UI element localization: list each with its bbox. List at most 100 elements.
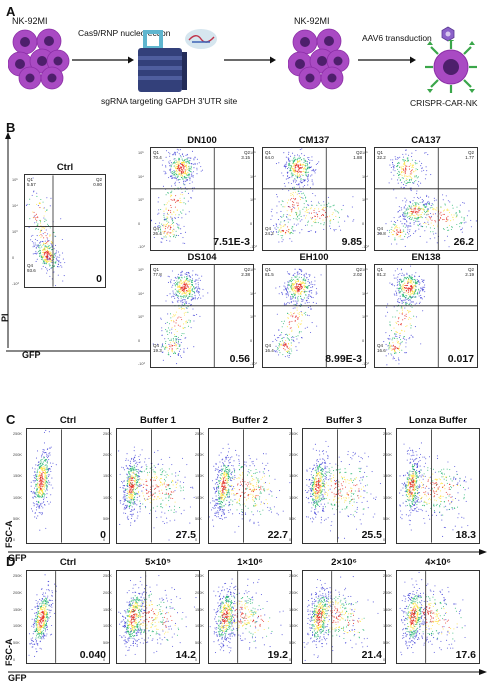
y-tick-label: 10⁴ — [12, 204, 18, 208]
y-tick-label: 50K — [103, 516, 110, 521]
plot-title: 5×10⁵ — [145, 557, 171, 568]
y-tick-label: 10⁴ — [362, 174, 368, 179]
gfp-positive-value: 0 — [100, 529, 106, 541]
flow-plot: 19.2 — [208, 570, 292, 664]
flow-plot: Q1 64.0 Q2 1.88 Q4 24.2 9.85 — [262, 147, 366, 251]
event-dots — [30, 429, 57, 531]
gfp-positive-value: 0 — [96, 273, 102, 285]
quadrant-q1-label: Q1 77.8 — [153, 267, 162, 277]
arrow-right-icon — [358, 56, 416, 64]
gfp-positive-value: 27.5 — [175, 529, 196, 541]
y-tick-label: 50K — [383, 516, 390, 521]
gfp-positive-value: 0.56 — [229, 353, 250, 365]
y-tick-label: 250K — [383, 432, 392, 436]
gfp-axis-label-c: GFP — [8, 553, 27, 563]
y-tick-label: 0 — [250, 221, 253, 226]
event-dots — [118, 446, 195, 541]
scatter-svg — [118, 429, 195, 543]
quadrant-q1-label: Q1 70.4 — [153, 150, 162, 160]
plot-title: EN138 — [411, 252, 441, 263]
scatter-svg — [305, 429, 381, 543]
event-dots — [25, 177, 66, 287]
y-tick-label: 10³ — [362, 315, 368, 319]
plot-title: EH100 — [299, 252, 329, 263]
plot-title: Buffer 2 — [232, 415, 268, 426]
y-tick-label: -10³ — [138, 245, 145, 249]
quadrant-q4-label: Q4 24.2 — [265, 225, 274, 236]
y-tick-label: 250K — [13, 574, 22, 578]
gfp-positive-value: 0.017 — [447, 353, 474, 365]
y-tick-label: 100K — [289, 624, 298, 629]
y-tick-label: 250K — [195, 574, 204, 578]
event-dots — [270, 148, 355, 243]
y-tick-label: 250K — [13, 432, 22, 436]
y-tick-label: 100K — [195, 624, 204, 629]
y-tick-label: 50K — [289, 641, 296, 646]
quadrant-q1-label: Q1 64.0 — [265, 150, 274, 160]
y-tick-label: 10⁴ — [362, 291, 368, 296]
scatter-svg — [209, 429, 291, 543]
y-axis-arrow — [5, 132, 11, 348]
quadrant-q1-label: Q1 32.2 — [377, 150, 386, 160]
y-tick-label: 200K — [383, 590, 392, 595]
y-tick-label: 10⁴ — [138, 174, 144, 179]
nk92mi-label-right: NK-92MI — [294, 16, 330, 26]
y-tick-label: 10⁴ — [138, 291, 144, 296]
y-tick-label: 10³ — [362, 198, 368, 202]
y-tick-label: 200K — [289, 590, 298, 595]
scatter-svg — [399, 429, 472, 543]
y-tick-label: 200K — [13, 453, 22, 458]
flow-plot: Q1 5.57 Q2 0.80 Q4 93.6 0 — [24, 174, 106, 288]
y-tick-label: 10⁵ — [138, 268, 144, 272]
scatter-svg — [375, 148, 477, 250]
quadrant-q1-label: Q1 81.2 — [377, 267, 386, 277]
flow-plot: Q1 70.4 Q2 3.15 Q4 26.4 7.51E-3 — [150, 147, 254, 251]
gfp-positive-value: 7.51E-3 — [213, 236, 250, 248]
y-tick-label: 100K — [383, 624, 392, 629]
event-dots — [305, 440, 381, 539]
gfp-positive-value: 22.7 — [267, 529, 288, 541]
event-dots — [209, 578, 284, 654]
quadrant-q2-label: Q2 1.88 — [353, 150, 362, 160]
flow-plot: Q1 81.2 Q2 2.19 Q4 16.6 0.017 — [374, 264, 478, 368]
y-tick-label: 0 — [383, 538, 386, 542]
plot-title: Ctrl — [56, 162, 74, 173]
flow-plot: Q1 77.8 Q2 2.38 Q4 19.3 0.56 — [150, 264, 254, 368]
sgrna-label: sgRNA targeting GAPDH 3'UTR site — [101, 96, 238, 106]
cas9-rnp-icon — [185, 29, 217, 49]
flow-plot: Q1 81.5 Q2 2.02 Q4 16.4 8.99E-3 — [262, 264, 366, 368]
scatter-svg — [151, 265, 253, 367]
quadrant-q2-label: Q2 1.77 — [465, 150, 474, 160]
y-tick-label: -10³ — [250, 362, 257, 366]
y-tick-label: 250K — [103, 432, 112, 436]
y-tick-label: 0 — [383, 658, 386, 662]
y-tick-label: 0 — [195, 658, 198, 662]
event-dots — [152, 270, 209, 365]
y-tick-label: 250K — [103, 574, 112, 578]
y-tick-label: 0 — [13, 538, 16, 542]
aav6-virus-icon — [441, 26, 455, 42]
event-dots — [272, 268, 322, 359]
arrow-right-icon — [224, 56, 276, 64]
y-tick-label: 100K — [289, 495, 298, 500]
y-tick-label: 0 — [103, 538, 106, 542]
scatter-svg — [118, 571, 197, 663]
y-tick-label: 100K — [383, 495, 392, 500]
y-tick-label: 10³ — [250, 315, 256, 319]
quadrant-q4-label: Q4 26.4 — [153, 225, 162, 236]
scatter-svg — [399, 571, 466, 663]
nk-cell-cluster-right — [288, 28, 350, 90]
quadrant-q1-label: Q1 81.5 — [265, 267, 274, 277]
y-tick-label: -10³ — [362, 362, 369, 366]
y-tick-label: 200K — [195, 590, 204, 595]
scatter-svg — [263, 265, 365, 367]
gfp-positive-value: 21.4 — [361, 649, 382, 661]
quadrant-q4-label: Q4 19.3 — [153, 342, 162, 353]
flow-plot: 14.2 — [116, 570, 200, 664]
car-nk-cell-icon — [425, 40, 477, 93]
y-tick-label: -10³ — [12, 282, 19, 286]
y-tick-label: 0 — [195, 538, 198, 542]
panel-d-letter: D — [6, 554, 16, 569]
pi-axis-label: PI — [0, 313, 10, 322]
y-tick-label: 10³ — [138, 198, 144, 202]
